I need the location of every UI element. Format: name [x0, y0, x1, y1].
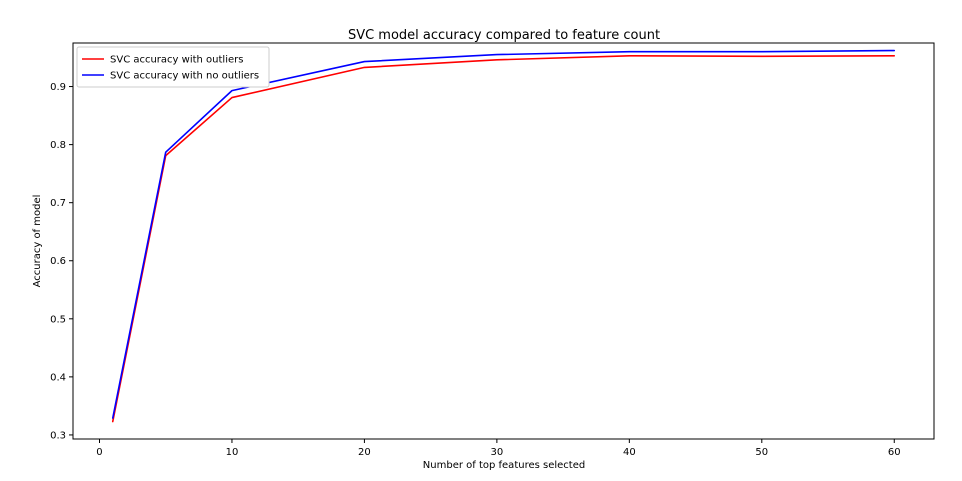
y-tick-label: 0.8	[50, 140, 66, 151]
x-tick-label: 20	[358, 447, 371, 458]
x-axis-ticks: 0 10 20 30 40 50 60	[96, 439, 901, 458]
legend-box	[76, 46, 270, 88]
chart-title: SVC model accuracy compared to feature c…	[348, 28, 660, 43]
legend-label-2: SVC accuracy with no outliers	[110, 71, 259, 82]
y-tick-label: 0.9	[50, 82, 66, 93]
x-axis-label: Number of top features selected	[423, 460, 585, 471]
x-tick-label: 60	[888, 447, 901, 458]
y-tick-label: 0.6	[50, 256, 66, 267]
y-tick-label: 0.4	[50, 372, 66, 383]
y-axis-label: Accuracy of model	[32, 195, 43, 288]
x-tick-label: 0	[96, 447, 102, 458]
x-tick-label: 10	[226, 447, 239, 458]
plot-area	[72, 42, 935, 440]
x-tick-label: 50	[755, 447, 768, 458]
x-tick-label: 30	[491, 447, 504, 458]
legend-label-1: SVC accuracy with outliers	[110, 55, 243, 66]
series-line-1	[111, 54, 896, 423]
series-line-2	[111, 49, 896, 419]
series-layer	[111, 49, 896, 423]
y-tick-label: 0.7	[50, 198, 66, 209]
y-axis-ticks: 0.3 0.4 0.5 0.6 0.7 0.8 0.9	[50, 82, 73, 441]
y-tick-label: 0.5	[50, 314, 66, 325]
y-tick-label: 0.3	[50, 430, 66, 441]
legend: SVC accuracy with outliers SVC accuracy w…	[76, 46, 270, 88]
x-tick-label: 40	[623, 447, 636, 458]
